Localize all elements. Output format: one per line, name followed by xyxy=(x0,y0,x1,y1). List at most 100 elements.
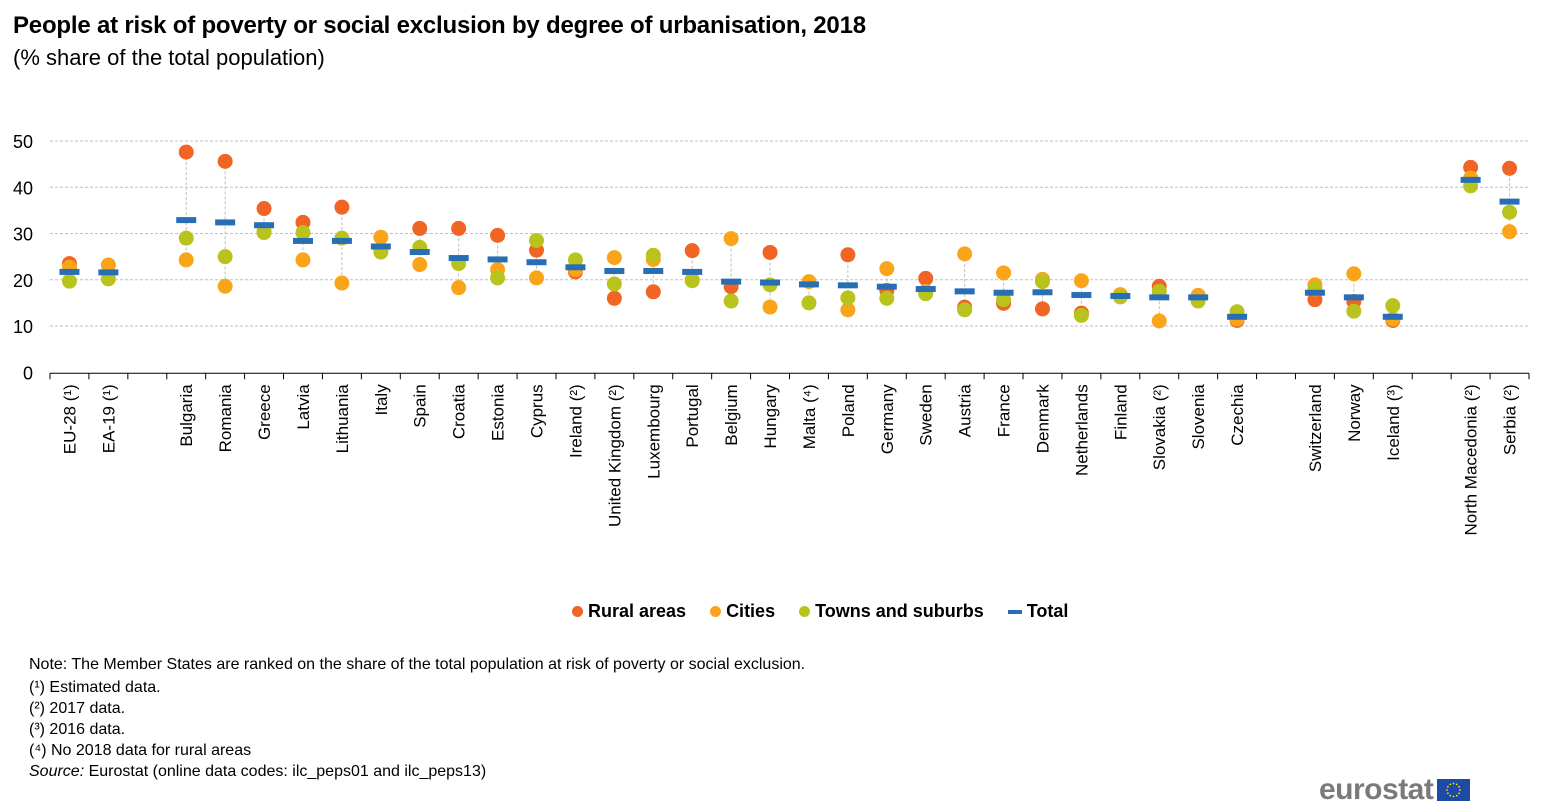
towns-point xyxy=(217,249,233,265)
x-tick-label: North Macedonia (²) xyxy=(1462,384,1481,535)
total-marker xyxy=(526,259,547,266)
x-tick-label: EA-19 (¹) xyxy=(99,384,118,453)
towns-point xyxy=(684,273,700,289)
flag-star xyxy=(1449,794,1452,797)
total-marker xyxy=(1149,294,1170,301)
x-tick-label: Latvia xyxy=(294,384,313,430)
total-marker xyxy=(176,217,197,224)
cities-point xyxy=(373,229,389,245)
cities-point xyxy=(879,261,895,277)
x-tick-label: Denmark xyxy=(1033,384,1052,453)
x-tick-label: Slovakia (²) xyxy=(1150,384,1169,470)
rural-point xyxy=(490,227,506,243)
x-tick-label: Hungary xyxy=(761,384,780,449)
cities-point xyxy=(996,265,1012,281)
x-tick-label: Portugal xyxy=(683,384,702,447)
towns-point xyxy=(490,270,506,286)
cities-point xyxy=(762,299,778,315)
source-label: Source: xyxy=(29,763,85,780)
x-tick-label: Spain xyxy=(411,384,430,427)
towns-point xyxy=(606,276,622,292)
total-marker xyxy=(876,283,897,290)
towns-point xyxy=(1346,303,1362,319)
total-marker xyxy=(1071,292,1092,299)
rural-point xyxy=(840,247,856,263)
towns-point xyxy=(723,293,739,309)
towns-point xyxy=(996,292,1012,308)
cities-marker-icon xyxy=(710,606,722,617)
towns-point xyxy=(957,302,973,318)
towns-point xyxy=(295,225,311,241)
towns-point xyxy=(645,247,661,263)
x-tick-label: Italy xyxy=(372,384,391,416)
rural-point xyxy=(334,199,350,215)
rural-point xyxy=(178,144,194,160)
chart-plot: 0 10 20 30 40 50 EU-28 (¹) EA-19 (¹) Bulgaria Ro… xyxy=(13,132,1530,535)
legend-item-towns: Towns and suburbs xyxy=(799,601,984,622)
footnote-4: (⁴) No 2018 data for rural areas xyxy=(29,742,252,759)
towns-marker-icon xyxy=(799,606,811,617)
total-marker xyxy=(1382,313,1403,320)
legend-label-total: Total xyxy=(1026,601,1069,621)
flag-star xyxy=(1447,792,1450,795)
rural-point xyxy=(217,153,233,169)
x-tick-label: Switzerland xyxy=(1306,384,1325,472)
total-marker xyxy=(604,267,625,274)
cities-point xyxy=(840,302,856,318)
towns-point xyxy=(801,295,817,311)
x-tick-label: Estonia xyxy=(489,384,508,441)
x-tick-label: Serbia (²) xyxy=(1501,384,1520,455)
x-tick-label: Austria xyxy=(956,384,975,437)
total-marker xyxy=(993,289,1014,296)
total-marker xyxy=(760,279,781,286)
source-text: Eurostat (online data codes: ilc_peps01 … xyxy=(84,763,487,780)
total-marker xyxy=(1188,294,1209,301)
legend-item-rural: Rural areas xyxy=(572,601,686,622)
total-marker xyxy=(565,264,586,271)
x-tick-label: United Kingdom (²) xyxy=(605,384,624,527)
x-tick-label: Norway xyxy=(1345,384,1364,442)
rural-marker-icon xyxy=(572,606,583,617)
total-marker xyxy=(254,222,275,229)
total-marker-icon xyxy=(1007,609,1022,614)
gridlines xyxy=(50,140,1529,327)
x-tick-label: Cyprus xyxy=(528,384,547,438)
total-marker xyxy=(59,268,80,275)
cities-point xyxy=(100,257,116,273)
rural-point xyxy=(1034,301,1050,317)
total-marker xyxy=(1304,289,1325,296)
towns-point xyxy=(1502,204,1518,220)
flag-star xyxy=(1459,789,1462,791)
cities-point xyxy=(1073,273,1089,289)
towns-point xyxy=(61,273,77,289)
x-tick-label: Croatia xyxy=(450,384,469,439)
legend: Rural areas Cities Towns and suburbs Tot… xyxy=(572,601,1068,622)
rural-point xyxy=(256,201,272,217)
legend-item-cities: Cities xyxy=(710,601,775,622)
flag-star xyxy=(1452,795,1455,798)
flag-star xyxy=(1446,789,1449,791)
footnote-3: (³) 2016 data. xyxy=(29,721,126,738)
x-tick-label: Sweden xyxy=(917,384,936,445)
towns-point xyxy=(178,230,194,246)
y-axis-ticks: 0 10 20 30 40 50 xyxy=(13,132,33,383)
cities-point xyxy=(723,231,739,247)
rural-point xyxy=(918,270,934,286)
x-tick-label: Greece xyxy=(255,384,274,440)
rural-point xyxy=(1463,159,1479,175)
chart-subtitle: (% share of the total population) xyxy=(13,45,325,70)
rural-point xyxy=(412,220,428,236)
data-marks xyxy=(59,144,1520,329)
total-marker xyxy=(409,249,430,256)
total-marker xyxy=(292,237,313,244)
total-marker xyxy=(1227,313,1248,320)
cities-point xyxy=(451,280,467,296)
x-tick-label: Romania xyxy=(216,384,235,453)
chart-title: People at risk of poverty or social excl… xyxy=(13,12,866,39)
flag-star xyxy=(1447,785,1450,788)
cities-point xyxy=(529,270,545,286)
y-tick-label: 40 xyxy=(13,178,33,198)
x-tick-label: Belgium xyxy=(722,384,741,445)
logo-text: eurostat xyxy=(1319,773,1434,806)
source-line: Source: Eurostat (online data codes: ilc… xyxy=(29,761,805,782)
